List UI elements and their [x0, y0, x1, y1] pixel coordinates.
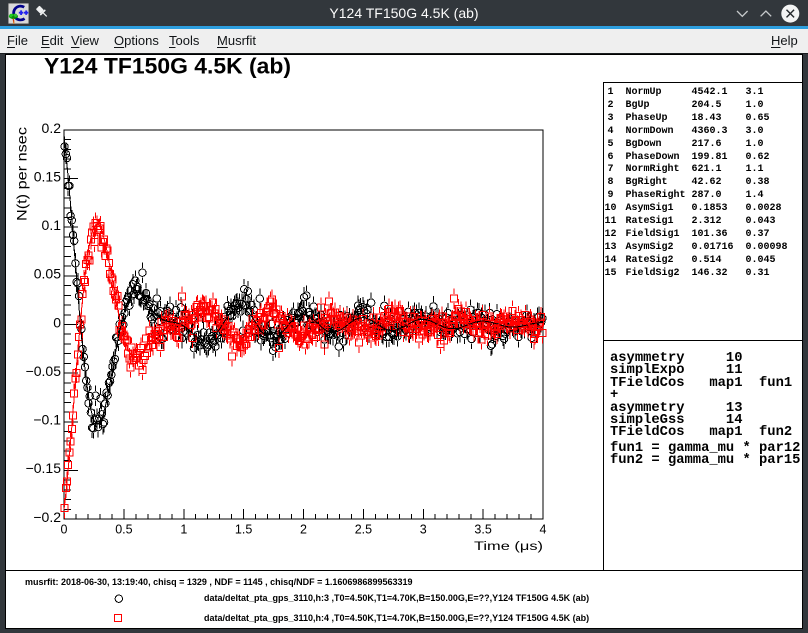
svg-text:0.2: 0.2 [42, 120, 62, 136]
svg-text:0.15: 0.15 [34, 168, 61, 184]
svg-text:Y124 TF150G 4.5K (ab): Y124 TF150G 4.5K (ab) [44, 55, 291, 78]
svg-text:1: 1 [180, 523, 187, 537]
svg-text:−0.2: −0.2 [33, 509, 61, 525]
svg-text:3.5: 3.5 [474, 523, 491, 537]
svg-text:2: 2 [300, 523, 307, 537]
svg-text:3: 3 [420, 523, 427, 537]
svg-text:2.5: 2.5 [355, 523, 372, 537]
svg-text:4: 4 [540, 523, 547, 537]
svg-text:Time (μs): Time (μs) [474, 539, 543, 553]
svg-text:−0.05: −0.05 [26, 363, 62, 379]
svg-text:0: 0 [61, 523, 68, 537]
svg-text:N(t) per nsec: N(t) per nsec [15, 127, 30, 221]
svg-text:0.05: 0.05 [34, 266, 61, 282]
svg-text:−0.15: −0.15 [26, 460, 62, 476]
svg-text:0: 0 [53, 314, 61, 330]
svg-text:0.5: 0.5 [115, 523, 132, 537]
svg-text:0.1: 0.1 [42, 217, 62, 233]
svg-text:1.5: 1.5 [235, 523, 252, 537]
svg-text:−0.1: −0.1 [33, 412, 61, 428]
